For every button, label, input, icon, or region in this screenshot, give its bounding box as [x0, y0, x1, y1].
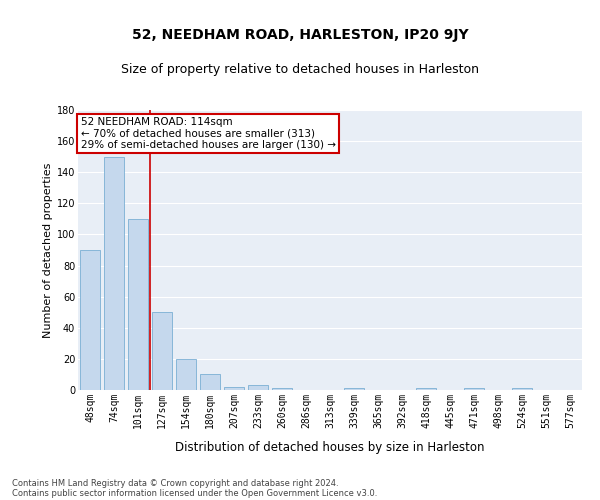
Text: Contains HM Land Registry data © Crown copyright and database right 2024.: Contains HM Land Registry data © Crown c…: [12, 480, 338, 488]
Bar: [80, 250, 100, 390]
Bar: [176, 359, 196, 390]
Bar: [104, 156, 124, 390]
Bar: [224, 387, 244, 390]
Bar: [272, 388, 292, 390]
Text: Distribution of detached houses by size in Harleston: Distribution of detached houses by size …: [175, 441, 485, 454]
Bar: [416, 388, 436, 390]
Bar: [128, 219, 148, 390]
Bar: [152, 312, 172, 390]
Bar: [248, 386, 268, 390]
Y-axis label: Number of detached properties: Number of detached properties: [43, 162, 53, 338]
Bar: [200, 374, 220, 390]
Bar: [464, 388, 484, 390]
Text: 52, NEEDHAM ROAD, HARLESTON, IP20 9JY: 52, NEEDHAM ROAD, HARLESTON, IP20 9JY: [131, 28, 469, 42]
Bar: [512, 388, 532, 390]
Text: 52 NEEDHAM ROAD: 114sqm
← 70% of detached houses are smaller (313)
29% of semi-d: 52 NEEDHAM ROAD: 114sqm ← 70% of detache…: [80, 117, 335, 150]
Text: Contains public sector information licensed under the Open Government Licence v3: Contains public sector information licen…: [12, 490, 377, 498]
Bar: [344, 388, 364, 390]
Text: Size of property relative to detached houses in Harleston: Size of property relative to detached ho…: [121, 64, 479, 76]
